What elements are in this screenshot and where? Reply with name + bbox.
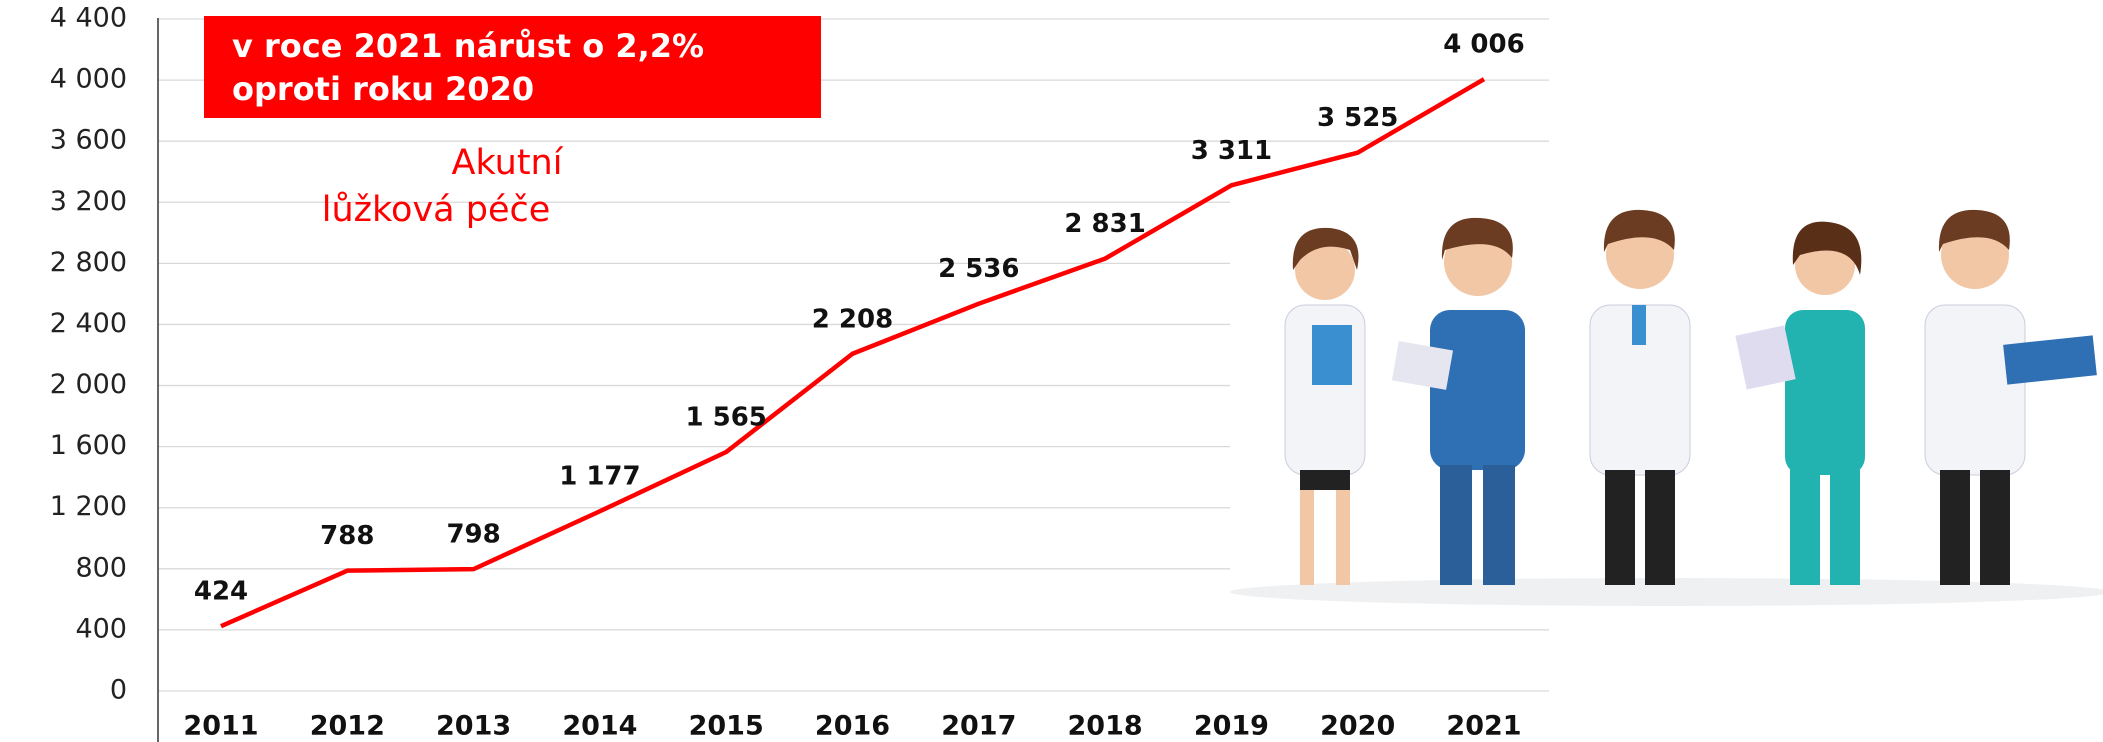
data-label: 1 177 [559,462,640,492]
x-tick-label: 2011 [183,711,258,742]
data-label: 2 208 [812,304,893,334]
doctor [1735,221,1865,585]
data-label: 1 565 [685,402,766,432]
doctor [1391,217,1525,585]
y-tick-label: 1 200 [50,491,127,522]
x-tick-label: 2016 [815,711,890,742]
x-tick-label: 2013 [436,711,511,742]
data-label: 3 311 [1191,136,1272,166]
y-tick-label: 4 400 [50,3,127,34]
data-label: 798 [446,520,500,550]
doctor [1924,209,2097,585]
x-tick-label: 2015 [689,711,764,742]
x-tick-label: 2021 [1446,711,1521,742]
y-tick-label: 4 000 [50,64,127,95]
data-label: 2 831 [1064,209,1145,239]
data-label: 3 525 [1317,103,1398,133]
x-tick-label: 2018 [1068,711,1143,742]
data-label: 788 [320,521,374,551]
annotation-text: oproti roku 2020 [232,70,534,108]
y-tick-label: 400 [75,613,127,644]
x-tick-label: 2020 [1320,711,1395,742]
doctor [1589,209,1691,585]
annotation-text: v roce 2021 nárůst o 2,2% [232,27,704,65]
floor-shadow [1230,578,2103,606]
chart-label: Akutní [452,143,564,183]
y-tick-label: 0 [110,675,127,706]
y-tick-label: 3 600 [50,125,127,156]
x-tick-label: 2019 [1194,711,1269,742]
y-tick-label: 1 600 [50,430,127,461]
y-tick-label: 800 [75,552,127,583]
x-tick-label: 2017 [941,711,1016,742]
x-tick-label: 2012 [310,711,385,742]
line-series [220,77,1486,629]
y-tick-label: 2 400 [50,308,127,339]
illustration [1230,200,2103,620]
data-label: 424 [194,577,248,607]
y-tick-label: 3 200 [50,186,127,217]
annotation-box [204,16,821,118]
data-label: 4 006 [1443,30,1524,60]
y-tick-label: 2 000 [50,369,127,400]
data-label: 2 536 [938,254,1019,284]
chart-label: lůžková péče [322,190,551,230]
x-tick-label: 2014 [562,711,637,742]
doctor [1284,227,1366,585]
y-tick-label: 2 800 [50,247,127,278]
